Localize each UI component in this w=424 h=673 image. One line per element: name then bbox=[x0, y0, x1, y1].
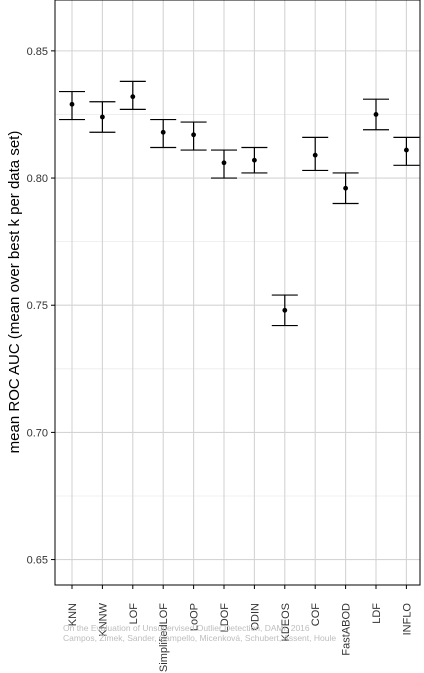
y-tick-label: 0.80 bbox=[27, 173, 48, 185]
x-tick-label-COF: COF bbox=[310, 603, 322, 627]
x-tick-label-SimplifiedLOF: SimplifiedLOF bbox=[158, 603, 170, 672]
point-INFLO bbox=[404, 147, 409, 153]
grid bbox=[55, 0, 420, 585]
point-ODIN bbox=[252, 157, 257, 163]
x-tick-label-LoOP: LoOP bbox=[189, 603, 201, 631]
point-FastABOD bbox=[343, 185, 348, 191]
x-tick-label-KNN: KNN bbox=[67, 603, 79, 626]
point-LOF bbox=[130, 94, 136, 100]
x-axis: KNN KNNW LOF SimplifiedLOF LoOP LDOF ODIN KDEOS… bbox=[67, 585, 413, 672]
data-points bbox=[69, 94, 409, 313]
x-tick-label-INFLO: INFLO bbox=[401, 603, 413, 636]
x-tick-label-ODIN: ODIN bbox=[249, 603, 261, 631]
point-LDF bbox=[373, 112, 379, 117]
x-tick-label-LDF: LDF bbox=[371, 603, 383, 624]
y-tick-label: 0.70 bbox=[27, 427, 48, 439]
x-tick-label-KNNW: KNNW bbox=[97, 602, 109, 636]
point-KNN bbox=[69, 101, 75, 107]
x-tick-label-LOF: LOF bbox=[128, 603, 140, 625]
point-LDOF bbox=[221, 160, 227, 166]
point-LoOP bbox=[191, 132, 197, 138]
point-KNNW bbox=[100, 114, 105, 120]
y-axis: 0.65 0.70 0.75 0.80 0.85 bbox=[27, 46, 55, 567]
x-tick-label-FastABOD: FastABOD bbox=[341, 603, 353, 656]
point-KDEOS bbox=[282, 307, 288, 313]
point-COF bbox=[312, 152, 318, 158]
plot-panel-border bbox=[54, 0, 421, 586]
y-tick-label: 0.75 bbox=[27, 300, 48, 312]
x-tick-label-KDEOS: KDEOS bbox=[280, 603, 292, 642]
point-SimplifiedLOF bbox=[160, 129, 166, 135]
watermark-line-1: On the Evaluation of Unsupervised Outlie… bbox=[63, 623, 310, 633]
y-tick-label: 0.85 bbox=[27, 46, 48, 58]
x-tick-label-LDOF: LDOF bbox=[219, 603, 231, 633]
y-tick-label: 0.65 bbox=[27, 555, 48, 567]
y-axis-title: mean ROC AUC (mean over best k per data … bbox=[6, 131, 23, 454]
error-bars bbox=[59, 80, 420, 327]
watermark-line-2: Campos, Zimek, Sander, Campello, Micenko… bbox=[63, 633, 336, 643]
